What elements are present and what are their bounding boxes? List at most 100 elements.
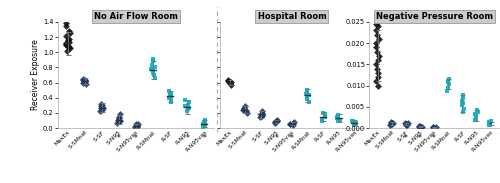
Point [182, 110, 190, 113]
Point [429, 126, 437, 129]
Point [418, 125, 426, 128]
Point [336, 118, 344, 121]
Point [472, 119, 480, 122]
Point [114, 117, 122, 120]
Point [446, 78, 454, 81]
Point [472, 117, 480, 120]
Point [227, 80, 235, 83]
Point [486, 124, 494, 127]
Point [372, 46, 380, 49]
Point [351, 123, 359, 126]
Point [62, 43, 70, 46]
Point [386, 123, 394, 126]
Point [62, 22, 70, 25]
Point [286, 123, 294, 126]
Point [474, 111, 482, 113]
Point [147, 68, 155, 70]
Point [166, 100, 174, 103]
Point [401, 121, 409, 124]
Point [63, 49, 71, 52]
Point [258, 112, 266, 115]
Point [430, 126, 438, 129]
Point [416, 125, 424, 128]
Point [240, 106, 248, 109]
Point [79, 79, 87, 82]
Point [458, 94, 466, 96]
Point [372, 63, 380, 66]
Point [199, 123, 207, 126]
Point [458, 103, 466, 106]
Text: *: * [186, 134, 189, 143]
Point [184, 108, 192, 111]
Point [334, 120, 342, 123]
Point [151, 77, 159, 80]
Point [258, 114, 266, 117]
Point [373, 67, 381, 70]
Point [303, 98, 311, 101]
Point [372, 50, 380, 53]
Point [332, 115, 340, 118]
Point [290, 121, 298, 124]
Point [150, 74, 158, 76]
Point [273, 119, 281, 122]
Point [304, 100, 312, 103]
Point [98, 105, 106, 108]
Point [403, 123, 411, 126]
Point [418, 125, 426, 128]
Point [98, 103, 106, 106]
Point [96, 110, 104, 113]
Point [224, 80, 232, 83]
Point [459, 111, 467, 113]
Point [471, 113, 479, 115]
Point [96, 102, 104, 105]
Point [321, 116, 329, 119]
Point [132, 124, 140, 127]
Point [201, 124, 209, 126]
Point [226, 82, 234, 85]
Text: *: * [134, 134, 138, 143]
Point [256, 116, 264, 119]
Point [402, 124, 409, 127]
Point [62, 24, 70, 27]
Point [373, 33, 381, 36]
Point [460, 108, 468, 111]
Point [167, 95, 175, 98]
Point [375, 55, 383, 57]
Point [289, 121, 297, 124]
Point [387, 121, 395, 124]
Point [271, 121, 279, 124]
Point [184, 103, 192, 106]
Point [164, 89, 172, 92]
Point [372, 29, 380, 32]
Point [333, 117, 341, 120]
Point [65, 30, 73, 33]
Point [240, 108, 248, 111]
Point [66, 32, 74, 35]
Text: *: * [404, 134, 408, 143]
Point [415, 126, 423, 129]
Point [430, 126, 438, 129]
Y-axis label: Receiver Exposure: Receiver Exposure [31, 40, 40, 110]
Point [226, 81, 234, 84]
Text: *: * [290, 134, 294, 143]
Point [350, 124, 358, 126]
Point [374, 76, 382, 79]
Point [131, 126, 139, 129]
Point [115, 119, 123, 122]
Point [227, 83, 235, 86]
Point [258, 115, 266, 117]
Point [374, 84, 382, 87]
Point [243, 111, 251, 114]
Point [374, 25, 382, 28]
Point [444, 81, 452, 84]
Point [286, 122, 294, 125]
Point [200, 118, 208, 121]
Point [116, 113, 124, 116]
Point [80, 80, 88, 83]
Point [78, 81, 86, 84]
Point [185, 106, 193, 109]
Point [388, 121, 396, 124]
Title: Hospital Room: Hospital Room [258, 12, 326, 21]
Point [149, 69, 157, 72]
Point [349, 119, 357, 122]
